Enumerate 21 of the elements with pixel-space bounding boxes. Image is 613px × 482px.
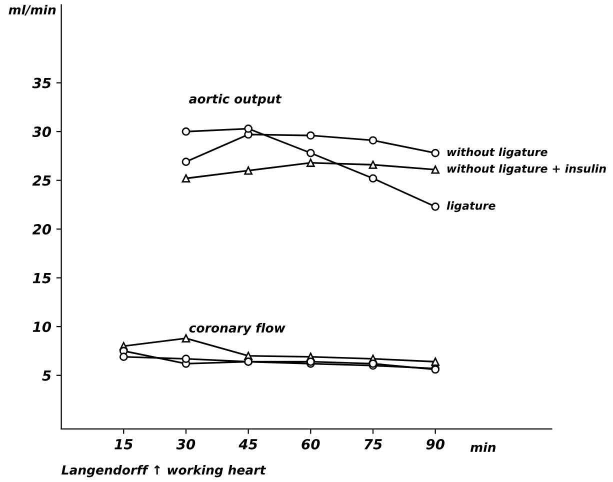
x-tick-label: 90 [426,438,445,450]
series-label: without ligature + insulin [447,164,606,176]
annotation: coronary flow [189,322,286,336]
x-tick-label: 30 [176,438,196,450]
y-tick-label: 5 [42,370,51,381]
annotation: aortic output [189,94,282,106]
y-tick-label: 10 [32,322,52,332]
y-tick-label: 20 [32,224,52,235]
x-tick-label: 45 [238,439,258,450]
series-label: without ligature [447,148,548,158]
x-tick-label: 15 [114,439,133,450]
y-tick-label: 15 [32,272,51,284]
y-axis-title: ml/min [8,4,56,16]
series-label: ligature [446,201,496,212]
y-tick-label: 30 [32,126,52,138]
x-axis-title: min [470,442,496,452]
y-tick-label: 35 [32,78,51,88]
x-tick-label: 75 [364,439,382,450]
x-tick-label: 60 [302,438,320,450]
y-tick-label: 25 [32,175,51,186]
text: Langendorff ↑ working heart [62,465,266,478]
